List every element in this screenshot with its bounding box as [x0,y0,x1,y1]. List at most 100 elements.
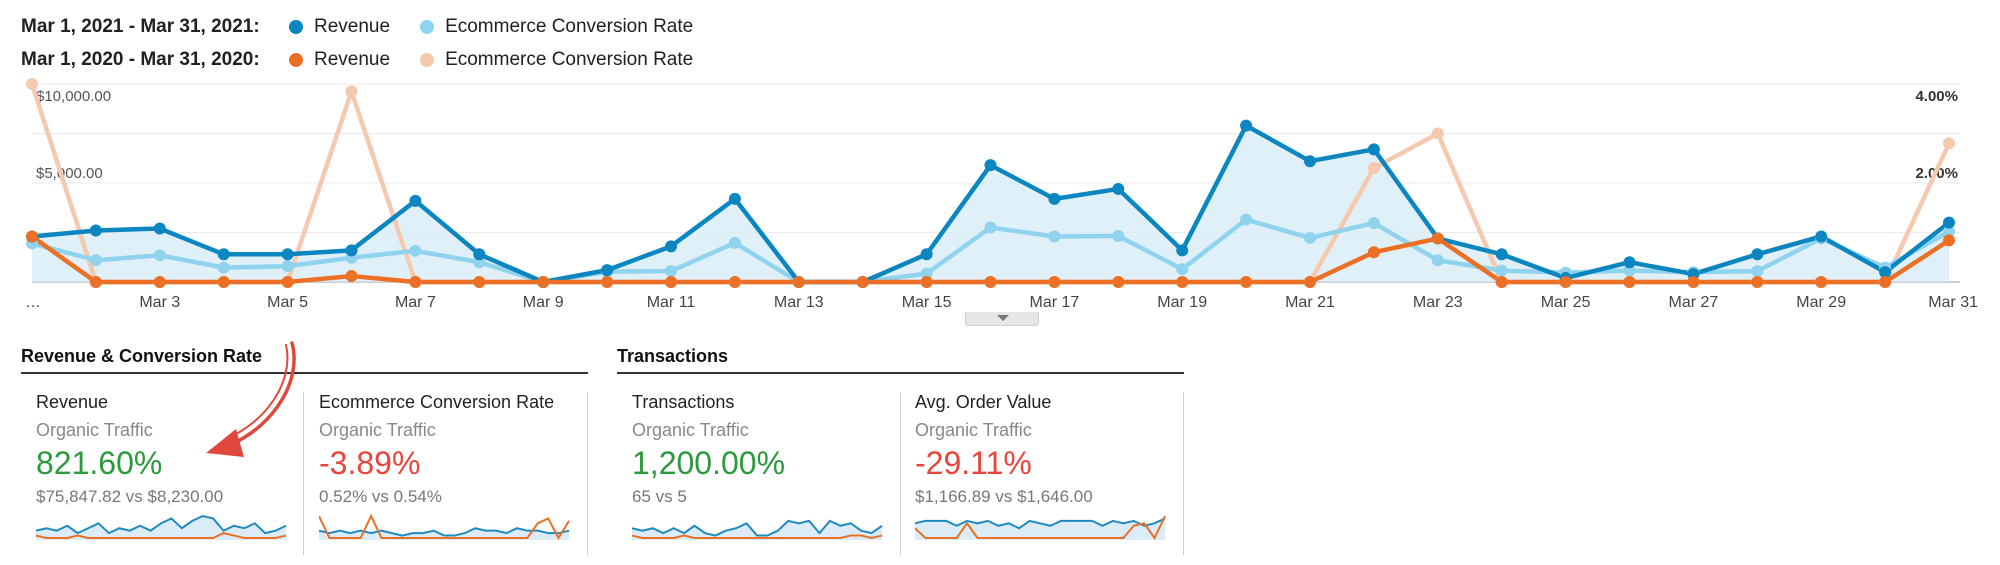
card-change-value: -3.89% [319,445,421,481]
data-point [1048,230,1061,243]
data-point [1943,234,1955,247]
data-point [409,194,422,207]
data-point [409,276,422,288]
legend-period-current: Mar 1, 2021 - Mar 31, 2021: [21,15,260,37]
metric-card-transactions[interactable]: Transactions Organic Traffic 1,200.00% 6… [632,392,887,555]
data-point [1112,276,1125,288]
x-tick-label: Mar 5 [267,294,308,311]
sparkline-previous [915,515,1166,540]
data-point [1623,276,1636,288]
data-point [89,224,102,237]
x-tick-label: Mar 7 [395,294,436,311]
x-tick-label: … [25,294,41,311]
data-point [1815,230,1828,243]
section-title-revenue-conversion: Revenue & Conversion Rate [21,346,588,374]
annotation-arrow-icon [206,341,296,457]
legend-label: Revenue [314,15,391,37]
data-point [1048,276,1061,288]
data-point [1431,127,1444,140]
data-point [1623,264,1636,277]
data-point [281,276,294,288]
data-point [984,159,997,172]
x-tick-label: Mar 31 [1928,294,1978,311]
data-point [1367,217,1380,230]
x-tick-label: Mar 15 [902,294,952,311]
y-right-tick-label: 4.00% [1915,88,1958,105]
card-change-value: 1,200.00% [632,445,786,481]
metric-card-revenue[interactable]: Revenue Organic Traffic 821.60% $75,847.… [36,392,291,555]
card-divider [587,392,588,555]
data-point [1495,276,1508,288]
card-divider [900,392,901,555]
x-tick-label: Mar 23 [1413,294,1463,311]
data-point [89,254,102,267]
legend-item-conversion-previous[interactable]: Ecommerce Conversion Rate [420,49,693,71]
data-point [1559,276,1572,288]
chart-collapse-handle[interactable] [965,312,1039,326]
data-point [1112,182,1125,195]
metric-card-conversion-rate[interactable]: Ecommerce Conversion Rate Organic Traffi… [319,392,579,555]
data-point [1240,119,1253,132]
data-point [1751,265,1764,278]
data-point [26,230,38,243]
x-tick-label: Mar 13 [774,294,824,311]
legend-item-revenue-previous[interactable]: Revenue [289,49,390,71]
section-title-transactions: Transactions [617,346,1184,374]
data-point [153,249,166,262]
x-tick-label: Mar 17 [1030,294,1080,311]
data-point [1304,276,1316,288]
card-segment: Organic Traffic [915,420,1032,440]
data-point [601,264,614,277]
chart-legend: Mar 1, 2021 - Mar 31, 2021: Revenue Ecom… [21,10,723,76]
data-point [26,78,38,90]
card-segment: Organic Traffic [319,420,436,440]
sparkline-chart [915,515,1166,540]
sparkline-chart [319,513,570,541]
legend-dot-icon [289,52,303,67]
legend-row-current: Mar 1, 2021 - Mar 31, 2021: Revenue Ecom… [21,10,723,43]
data-point [1943,225,1955,238]
sparkline-previous [632,534,883,540]
sparkline-current [319,527,570,537]
metric-card-avg-order-value[interactable]: Avg. Order Value Organic Traffic -29.11%… [915,392,1175,555]
data-point [473,248,486,261]
legend-item-conversion-current[interactable]: Ecommerce Conversion Rate [420,16,693,38]
x-tick-label: Mar 21 [1285,294,1335,311]
card-compare: 65 vs 5 [632,487,687,506]
data-point [1048,192,1061,205]
data-point [1495,264,1508,277]
legend-label: Ecommerce Conversion Rate [445,15,694,37]
y-left-tick-label: $10,000.00 [36,88,111,105]
data-point [920,276,933,288]
card-divider [303,392,304,555]
data-point [1623,256,1636,269]
data-point [984,276,997,288]
data-point [1495,248,1508,261]
legend-label: Ecommerce Conversion Rate [445,48,694,70]
data-point [1879,266,1892,279]
data-point [1304,155,1316,168]
legend-row-previous: Mar 1, 2020 - Mar 31, 2020: Revenue Ecom… [21,43,723,76]
data-point [345,270,358,283]
card-compare: 0.52% vs 0.54% [319,487,442,506]
data-point [345,244,358,257]
data-point [473,276,486,288]
data-point [1304,231,1316,244]
main-line-chart[interactable]: $10,000.00$5,000.004.00%2.00%… Mar 3 Mar 5… [0,70,2000,312]
legend-dot-icon [420,52,435,67]
data-point [920,267,933,280]
data-point [1367,143,1380,156]
card-compare: $1,166.89 vs $1,646.00 [915,487,1093,506]
data-point [217,276,230,288]
data-point [984,221,997,234]
data-point [792,276,805,288]
card-change-value: -29.11% [915,445,1032,481]
data-point [1943,216,1955,229]
legend-item-revenue-current[interactable]: Revenue [289,16,390,38]
card-title: Ecommerce Conversion Rate [319,392,555,412]
x-tick-label: Mar 9 [523,294,564,311]
data-point [217,248,230,261]
data-point [281,248,294,261]
card-title: Transactions [632,392,735,412]
data-point [665,276,677,288]
